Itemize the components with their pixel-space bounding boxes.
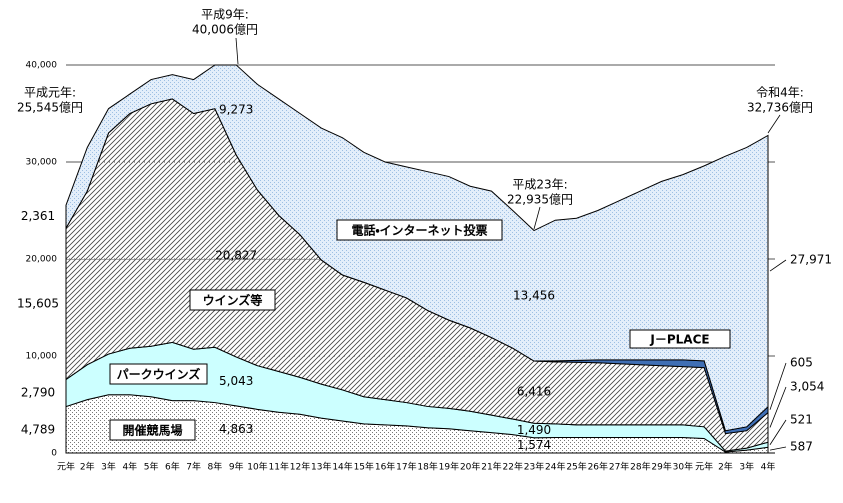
leader-line xyxy=(769,259,787,272)
x-tick-label: 10年 xyxy=(247,461,267,473)
series-name-box xyxy=(629,329,731,349)
annotation-label: 平成9年: xyxy=(201,8,249,22)
x-tick-label: 17年 xyxy=(396,461,416,473)
series-name: 電話・インターネット投票 xyxy=(351,223,487,238)
value-label: 20,827 xyxy=(215,248,257,262)
value-label: 15,605 xyxy=(17,296,59,310)
x-tick-label: 4年 xyxy=(122,461,137,473)
x-tick-label: 2年 xyxy=(80,461,95,473)
leader-line xyxy=(769,386,787,428)
x-tick-label: 26年 xyxy=(588,461,608,473)
leader-line xyxy=(769,362,787,410)
area xyxy=(65,64,769,432)
series-name: J－PLACE xyxy=(649,333,709,347)
x-tick-label: 2年 xyxy=(718,461,733,473)
overlay: 元年 2年 3年 4年 5年 6年 7年 8年 9年 10年 11年 12年 13年 14年 15年 16年 1… xyxy=(17,8,832,473)
value-label: 1,490 xyxy=(517,423,551,437)
y-tick-label: 10,000 xyxy=(26,352,58,362)
value-label: 2,790 xyxy=(21,386,55,400)
y-tick-label: 40,000 xyxy=(26,61,58,71)
x-tick-label: 9年 xyxy=(229,461,244,473)
x-tick-label: 24年 xyxy=(545,461,565,473)
value-label: 3,054 xyxy=(790,380,824,394)
x-tick-label: 20年 xyxy=(460,461,480,473)
series-name-box xyxy=(109,419,196,441)
x-tick-label: 元年 xyxy=(57,461,75,473)
annotation-line xyxy=(533,206,541,230)
series-name: ウインズ等 xyxy=(203,293,263,308)
x-tick-label: 30年 xyxy=(673,461,693,473)
x-tick-label: 21年 xyxy=(481,461,501,473)
series-name: 開催競馬場 xyxy=(122,423,182,438)
x-tick-label: 元年 xyxy=(695,461,713,473)
value-label: 521 xyxy=(790,413,813,427)
x-tick-label: 5年 xyxy=(144,461,159,473)
value-label: 5,043 xyxy=(219,374,253,388)
x-tick-label: 12年 xyxy=(290,461,310,473)
x-tick-label: 27年 xyxy=(609,461,629,473)
x-tick-label: 25年 xyxy=(566,461,586,473)
annotation-label: 令和4年: xyxy=(756,86,804,100)
series-name-box xyxy=(189,289,276,311)
leader-line xyxy=(769,446,787,451)
series-name-box xyxy=(336,219,503,241)
x-tick-label: 18年 xyxy=(417,461,437,473)
annotation-line xyxy=(767,114,781,134)
value-label: 2,361 xyxy=(21,209,55,223)
x-tick-label: 7年 xyxy=(186,461,201,473)
x-tick-label: 4年 xyxy=(761,461,776,473)
series-name: パークウインズ xyxy=(117,367,201,382)
value-label: 27,971 xyxy=(790,253,832,267)
x-tick-label: 19年 xyxy=(439,461,459,473)
value-label: 9,273 xyxy=(219,102,253,116)
x-tick-label: 8年 xyxy=(208,461,223,473)
x-tick-label: 16年 xyxy=(375,461,395,473)
value-label: 605 xyxy=(790,356,813,370)
annotation-line xyxy=(235,37,239,65)
annotation-value: 25,545億円 xyxy=(17,101,83,115)
value-label: 13,456 xyxy=(513,288,555,302)
x-tick-label: 23年 xyxy=(524,461,544,473)
x-tick-label: 14年 xyxy=(332,461,352,473)
x-tick-label: 28年 xyxy=(630,461,650,473)
annotation-label: 平成23年: xyxy=(512,178,567,192)
areas xyxy=(65,64,769,454)
series-name-box xyxy=(109,363,208,385)
x-tick-label: 11年 xyxy=(269,461,289,473)
y-tick-label: 20,000 xyxy=(26,255,58,265)
value-label: 587 xyxy=(790,440,813,454)
x-tick-label: 13年 xyxy=(311,461,331,473)
value-label: 6,416 xyxy=(517,385,551,399)
annotation-value: 22,935億円 xyxy=(507,193,573,207)
value-label: 4,789 xyxy=(21,422,55,436)
x-tick-label: 6年 xyxy=(165,461,180,473)
x-tick-label: 29年 xyxy=(651,461,671,473)
x-tick-label: 15年 xyxy=(354,461,374,473)
value-label: 4,863 xyxy=(219,422,253,436)
y-tick-label: 0 xyxy=(51,449,57,459)
value-label: 1,574 xyxy=(517,438,551,452)
x-tick-label: 3年 xyxy=(739,461,754,473)
annotation-value: 32,736億円 xyxy=(747,101,813,115)
x-tick-label: 22年 xyxy=(503,461,523,473)
annotation-label: 平成元年: xyxy=(24,86,76,100)
y-tick-label: 30,000 xyxy=(26,158,58,168)
leader-line xyxy=(769,419,787,445)
x-tick-label: 3年 xyxy=(101,461,116,473)
annotation-value: 40,006億円 xyxy=(192,23,258,37)
